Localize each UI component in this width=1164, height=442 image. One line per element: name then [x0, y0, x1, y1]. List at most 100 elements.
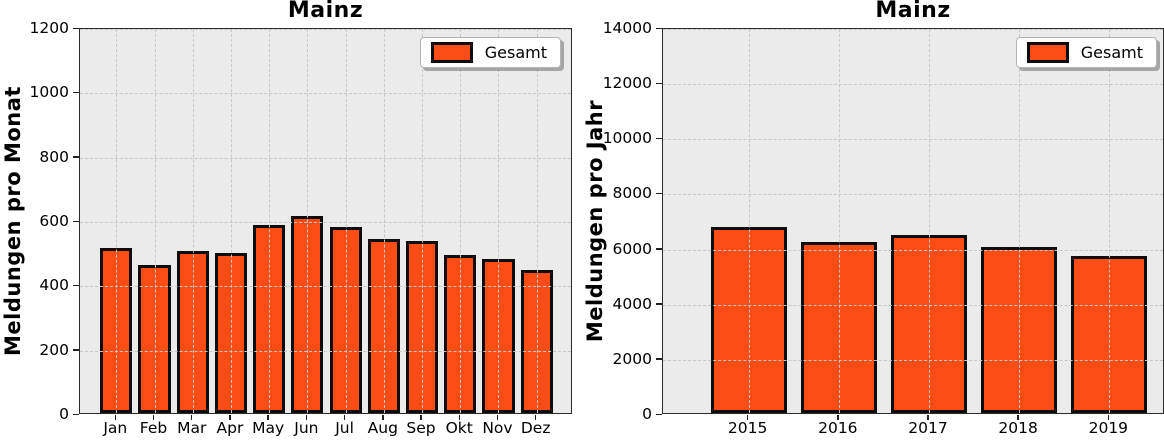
y-tick-label: 600 [39, 212, 69, 230]
legend: Gesamt [419, 37, 561, 68]
gridline-horizontal [80, 222, 571, 223]
x-tick-mark [190, 415, 193, 420]
gridline-vertical [230, 29, 232, 413]
y-tick-label: 1000 [29, 83, 69, 102]
x-tick-label: Nov [482, 419, 513, 437]
y-tick-mark [73, 156, 79, 158]
y-tick-mark [656, 137, 662, 140]
bar-May [253, 224, 286, 413]
y-tick-label: 0 [59, 405, 69, 423]
x-tick-mark [114, 415, 117, 420]
gridline-vertical [422, 29, 424, 413]
gridline-horizontal [663, 29, 1163, 30]
bar-Apr [214, 252, 247, 413]
x-tick-label: Jul [335, 419, 354, 437]
bar-2015 [710, 226, 787, 413]
chart-title: Mainz [875, 0, 951, 23]
bar-2017 [891, 235, 967, 413]
bar-2016 [800, 241, 877, 413]
bar-Jun [291, 215, 324, 413]
x-tick-label: Dez [520, 419, 551, 437]
x-tick-label: Apr [216, 419, 244, 437]
y-tick-mark [656, 192, 662, 195]
y-tick-mark [656, 358, 662, 360]
gridline-vertical [460, 29, 462, 413]
x-tick-mark [1107, 415, 1110, 420]
chart-panel-monthly: Mainz Meldungen pro Monat Gesamt 0 200 400… [1, 0, 572, 437]
gridline-vertical [929, 29, 930, 413]
x-tick-label: Aug [367, 419, 398, 437]
x-tick-mark [267, 415, 269, 420]
x-tick-mark [382, 415, 384, 420]
y-tick-label: 12000 [602, 74, 652, 93]
y-tick-mark [656, 82, 662, 85]
gridline-vertical [838, 29, 840, 413]
x-tick-label: 2018 [998, 419, 1038, 437]
x-tick-mark [152, 415, 155, 420]
chart-panel-yearly: Mainz Meldungen pro Jahr Gesamt 0 2000 400… [582, 0, 1164, 442]
gridline-vertical [748, 29, 750, 413]
gridline-vertical [307, 29, 309, 413]
gridline-horizontal [80, 93, 571, 95]
legend-label: Gesamt [484, 43, 547, 62]
gridline-vertical [1109, 29, 1111, 413]
x-tick-mark [927, 415, 929, 420]
x-tick-label: Okt [445, 419, 473, 437]
x-tick-mark [458, 415, 460, 420]
y-tick-label: 8000 [612, 184, 652, 203]
x-tick-mark [229, 415, 231, 420]
x-tick-label: Jan [103, 419, 128, 437]
y-tick-label: 4000 [612, 294, 652, 313]
x-tick-mark [343, 415, 346, 420]
y-tick-label: 0 [642, 405, 652, 423]
gridline-vertical [154, 29, 156, 413]
gridline-vertical [498, 29, 500, 413]
gridline-vertical [1019, 29, 1021, 413]
gridline-vertical [345, 29, 347, 413]
y-tick-mark [656, 248, 662, 250]
legend-swatch-icon [1026, 42, 1069, 63]
x-tick-label: Jun [294, 419, 319, 437]
y-tick-mark [656, 413, 662, 415]
x-tick-mark [305, 415, 308, 420]
gridline-horizontal [80, 286, 571, 288]
x-tick-mark [1017, 415, 1019, 420]
y-tick-mark [73, 413, 79, 415]
chart-title: Mainz [287, 0, 364, 23]
gridline-horizontal [663, 84, 1163, 86]
gridline-horizontal [663, 139, 1163, 141]
gridline-vertical [536, 29, 538, 413]
y-tick-label: 2000 [612, 349, 652, 368]
x-tick-mark [496, 415, 499, 420]
bar-2019 [1071, 255, 1148, 413]
x-tick-mark [420, 415, 422, 420]
x-tick-label: 2017 [908, 419, 948, 437]
plot-area [662, 28, 1164, 414]
legend-swatch-icon [430, 42, 473, 63]
x-tick-label: Feb [139, 419, 168, 437]
y-tick-mark [656, 303, 662, 305]
gridline-horizontal [663, 304, 1163, 306]
x-tick-label: 2019 [1088, 419, 1129, 437]
y-tick-label: 10000 [602, 129, 652, 148]
x-tick-label: Mar [177, 419, 207, 437]
y-tick-mark [73, 91, 79, 94]
gridline-horizontal [663, 359, 1163, 361]
y-tick-label: 1200 [29, 19, 69, 37]
gridline-horizontal [663, 194, 1163, 196]
y-tick-mark [73, 220, 79, 222]
x-tick-label: 2016 [818, 419, 858, 437]
gridline-vertical [383, 29, 385, 413]
legend-label: Gesamt [1080, 43, 1143, 62]
y-tick-mark [656, 27, 662, 29]
y-tick-mark [73, 27, 79, 29]
y-tick-label: 800 [39, 147, 69, 166]
x-tick-mark [746, 415, 749, 420]
x-tick-label: Sep [406, 419, 436, 437]
gridline-horizontal [80, 157, 571, 159]
y-tick-label: 6000 [612, 239, 652, 258]
y-tick-mark [73, 284, 79, 287]
plot-area [79, 28, 572, 414]
y-tick-label: 400 [39, 276, 69, 295]
